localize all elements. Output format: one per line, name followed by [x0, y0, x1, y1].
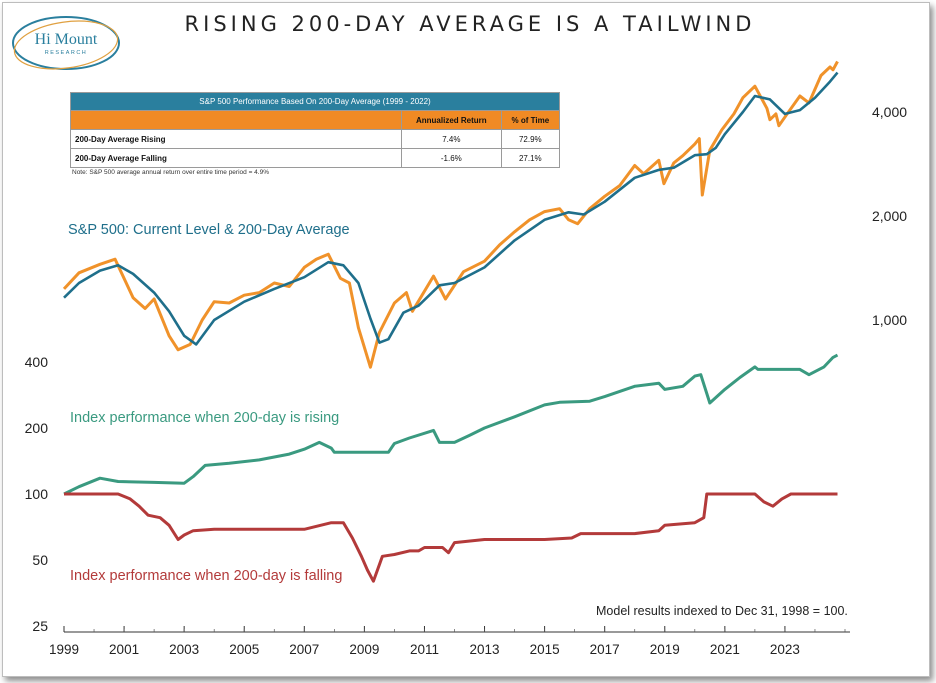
table-row: 200-Day Average Rising 7.4% 72.9%: [70, 129, 561, 149]
x-tick-label: 2003: [169, 642, 199, 657]
left-y-tick-label: 200: [25, 420, 49, 436]
x-tick-label: 2009: [349, 642, 379, 657]
left-y-tick-label: 50: [32, 552, 48, 568]
falling-line: [64, 492, 838, 583]
row-return: -1.6%: [401, 148, 502, 168]
row-return: 7.4%: [401, 129, 502, 149]
left-y-tick-label: 25: [32, 618, 48, 634]
performance-table: S&P 500 Performance Based On 200-Day Ave…: [70, 92, 561, 168]
right-y-tick-label: 4,000: [872, 104, 907, 120]
annotation-model: Model results indexed to Dec 31, 1998 = …: [596, 604, 848, 618]
right-y-tick-label: 1,000: [872, 312, 907, 328]
x-tick-label: 2023: [770, 642, 800, 657]
right-y-tick-label: 2,000: [872, 208, 907, 224]
table-colhead-return: Annualized Return: [401, 110, 502, 130]
table-header: S&P 500 Performance Based On 200-Day Ave…: [70, 92, 560, 111]
logo-text: Hi Mount: [35, 31, 98, 48]
sp500-line: [62, 60, 839, 369]
x-tick-label: 2021: [710, 642, 740, 657]
x-tick-label: 2015: [530, 642, 560, 657]
table-note: Note: S&P 500 average annual return over…: [72, 169, 269, 176]
x-tick-label: 2019: [650, 642, 680, 657]
ma200-line: [63, 71, 839, 346]
annotation-rising: Index performance when 200-day is rising: [70, 410, 340, 426]
row-time: 27.1%: [500, 148, 561, 168]
left-y-tick-label: 100: [25, 486, 49, 502]
chart-title: RISING 200-DAY AVERAGE IS A TAILWIND: [184, 12, 756, 36]
x-tick-label: 2013: [470, 642, 500, 657]
left-y-tick-label: 400: [25, 354, 49, 370]
table-row: 200-Day Average Falling -1.6% 27.1%: [70, 148, 561, 168]
x-tick-label: 2001: [109, 642, 139, 657]
logo-subtext: RESEARCH: [45, 50, 88, 56]
row-time: 72.9%: [500, 129, 561, 149]
x-tick-label: 2011: [410, 642, 439, 657]
annotation-falling: Index performance when 200-day is fallin…: [70, 568, 343, 584]
table-colhead-blank: [70, 110, 402, 130]
x-tick-label: 2005: [229, 642, 259, 657]
row-label: 200-Day Average Rising: [70, 129, 402, 149]
logo: Hi Mount RESEARCH: [12, 16, 120, 70]
x-tick-label: 1999: [49, 642, 79, 657]
annotation-sp500: S&P 500: Current Level & 200-Day Average: [68, 222, 350, 238]
row-label: 200-Day Average Falling: [70, 148, 402, 168]
rising-line: [63, 353, 839, 496]
x-tick-label: 2017: [590, 642, 620, 657]
table-colhead-time: % of Time: [500, 110, 561, 130]
x-tick-label: 2007: [289, 642, 319, 657]
